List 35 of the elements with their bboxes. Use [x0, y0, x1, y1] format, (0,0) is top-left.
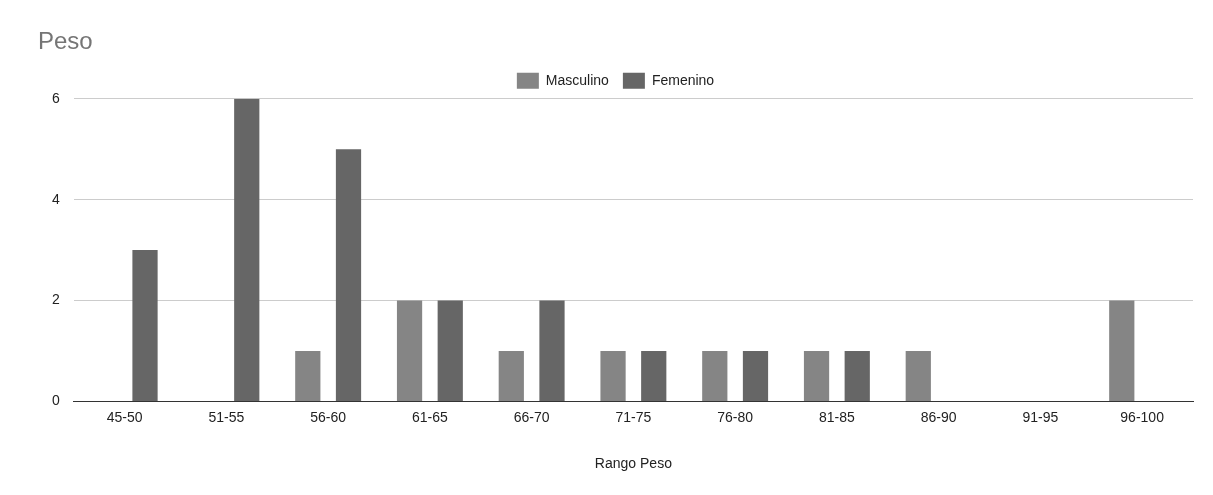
bar [132, 250, 158, 401]
y-tick-label: 6 [51, 89, 60, 106]
y-tick-label: 4 [51, 190, 60, 207]
bar [295, 350, 321, 401]
bar [1109, 300, 1135, 401]
x-tick-label: 45-50 [106, 408, 143, 425]
bar [437, 300, 463, 401]
x-tick-label: 56-60 [310, 408, 347, 425]
x-tick-label: 61-65 [411, 408, 449, 425]
legend-label: Femenino [651, 71, 715, 88]
x-axis-title: Rango Peso [594, 455, 673, 472]
bar [539, 300, 565, 401]
x-tick-label: 86-90 [920, 408, 957, 425]
legend-label: Masculino [545, 71, 610, 88]
x-tick-label: 51-55 [208, 408, 245, 425]
x-tick-label: 96-100 [1120, 408, 1165, 425]
bar [396, 300, 423, 401]
bar [702, 350, 728, 401]
y-tick-label: 2 [51, 291, 60, 308]
bar [641, 350, 667, 401]
x-tick-label: 91-95 [1022, 408, 1059, 425]
x-tick-label: 76-80 [717, 408, 754, 425]
y-tick-label: 0 [51, 392, 60, 409]
x-tick-label: 66-70 [513, 408, 550, 425]
bar [803, 350, 830, 401]
x-tick-label: 71-75 [615, 408, 652, 425]
bar [234, 98, 260, 401]
bar [498, 350, 524, 401]
bar [844, 350, 870, 401]
bar [905, 350, 931, 401]
chart-title: Peso [38, 27, 93, 55]
bar [600, 350, 626, 401]
bar [742, 350, 769, 401]
bar [335, 149, 362, 401]
x-tick-label: 81-85 [818, 408, 855, 425]
